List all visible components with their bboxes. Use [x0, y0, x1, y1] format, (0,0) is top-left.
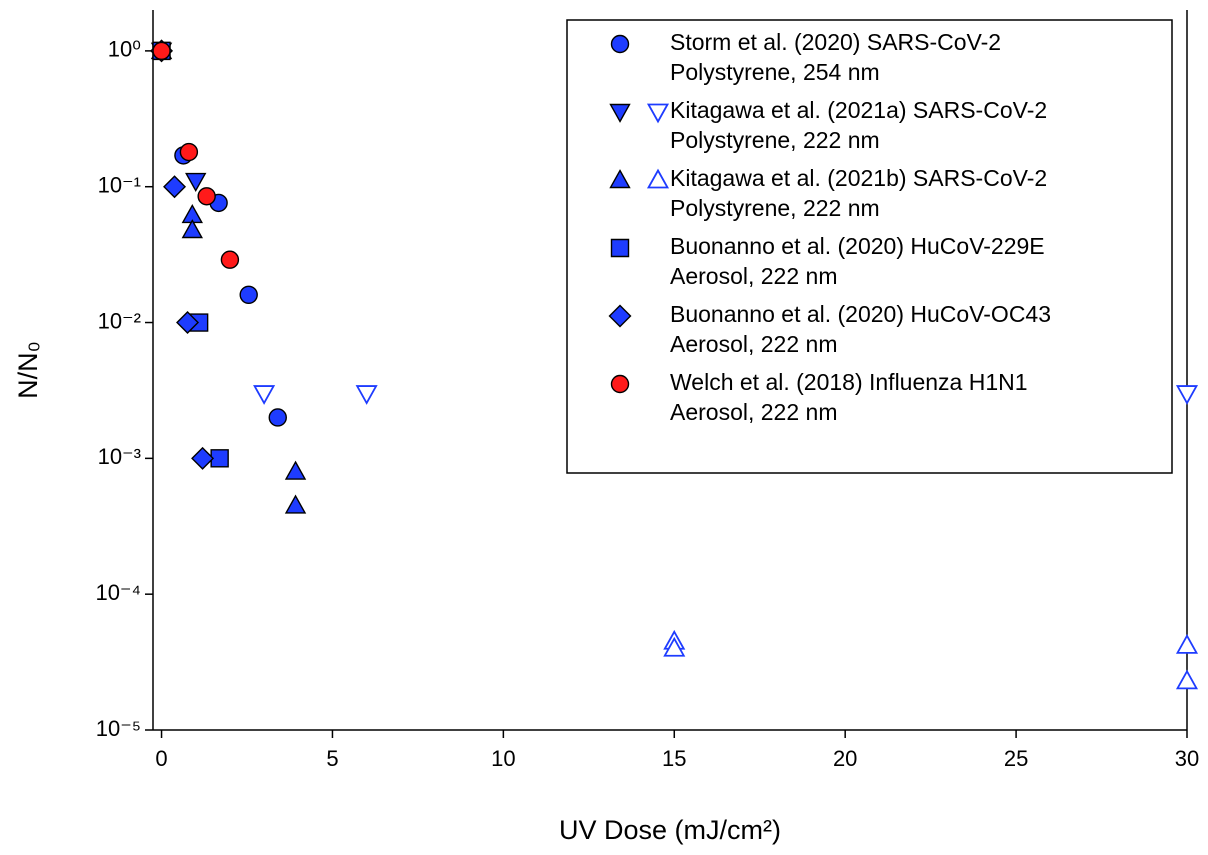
- x-tick-label: 0: [155, 746, 167, 771]
- x-axis-label: UV Dose (mJ/cm²): [559, 815, 781, 845]
- legend-label: Buonanno et al. (2020) HuCoV-OC43: [670, 301, 1051, 327]
- legend-label: Kitagawa et al. (2021a) SARS-CoV-2: [670, 97, 1047, 123]
- x-tick-label: 25: [1004, 746, 1028, 771]
- point: [179, 142, 199, 162]
- point: [1175, 669, 1199, 690]
- x-tick-label: 5: [326, 746, 338, 771]
- legend-marker: [610, 34, 630, 54]
- point: [197, 187, 216, 206]
- legend-marker: [609, 169, 631, 189]
- legend-detail: Polystyrene, 254 nm: [670, 59, 880, 85]
- point: [284, 494, 307, 514]
- legend-label: Kitagawa et al. (2021b) SARS-CoV-2: [670, 165, 1047, 191]
- legend-label: Buonanno et al. (2020) HuCoV-229E: [670, 233, 1045, 259]
- legend-marker: [609, 103, 631, 123]
- point: [284, 460, 307, 480]
- x-tick-label: 15: [662, 746, 686, 771]
- y-tick-label: 10⁻³: [98, 444, 141, 469]
- legend-label: Welch et al. (2018) Influenza H1N1: [670, 369, 1028, 395]
- legend: [566, 19, 1173, 474]
- y-tick-label: 10⁻¹: [98, 173, 141, 198]
- y-tick-label: 10⁰: [108, 37, 141, 62]
- legend-detail: Aerosol, 222 nm: [670, 331, 837, 357]
- legend-detail: Aerosol, 222 nm: [670, 399, 837, 425]
- point: [191, 446, 215, 470]
- x-tick-label: 10: [491, 746, 515, 771]
- point: [163, 175, 187, 199]
- point: [176, 311, 200, 335]
- x-tick-label: 30: [1175, 746, 1199, 771]
- point: [239, 285, 258, 305]
- point: [220, 250, 240, 269]
- legend-marker: [610, 238, 630, 258]
- y-tick-label: 10⁻²: [98, 308, 141, 333]
- point: [355, 385, 378, 405]
- legend-marker: [608, 304, 632, 328]
- point: [1175, 385, 1199, 405]
- legend-detail: Polystyrene, 222 nm: [670, 195, 880, 221]
- point: [253, 385, 276, 405]
- point: [181, 219, 204, 239]
- point: [663, 636, 686, 657]
- legend-detail: Aerosol, 222 nm: [670, 263, 837, 289]
- legend-marker: [646, 103, 670, 124]
- legend-detail: Polystyrene, 222 nm: [670, 127, 880, 153]
- point: [185, 172, 207, 193]
- y-axis-label: N/N₀: [13, 341, 43, 399]
- legend-marker: [646, 168, 670, 189]
- point: [152, 41, 171, 61]
- y-tick-label: 10⁻⁵: [96, 716, 141, 741]
- y-tick-label: 10⁻⁴: [95, 580, 141, 605]
- point: [268, 408, 287, 427]
- point: [1175, 634, 1199, 654]
- legend-label: Storm et al. (2020) SARS-CoV-2: [670, 29, 1001, 55]
- legend-marker: [610, 374, 630, 394]
- x-tick-label: 20: [833, 746, 857, 771]
